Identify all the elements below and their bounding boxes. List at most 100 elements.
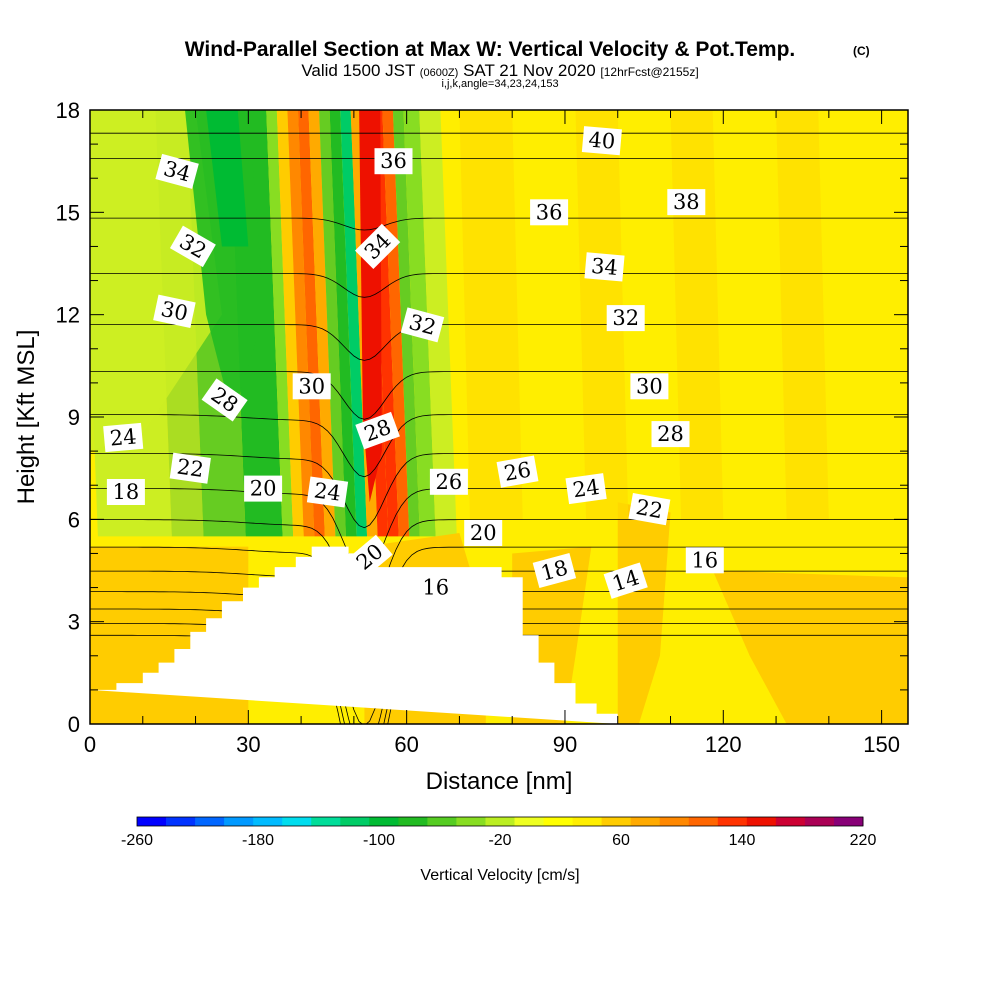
contour-label-bg xyxy=(603,562,648,599)
colorbar-swatch xyxy=(311,817,341,826)
colorbar-tick-label: -100 xyxy=(363,832,395,849)
contour-label: 40 xyxy=(581,126,622,156)
contour-label-bg xyxy=(153,294,196,328)
contour-label: 32 xyxy=(400,307,445,343)
contour-label: 22 xyxy=(628,492,671,526)
x-tick-label: 0 xyxy=(84,732,96,757)
contour-label-bg xyxy=(169,225,216,268)
x-axis: 0 30 60 90 120 150 xyxy=(84,110,900,757)
contour-label-text: 22 xyxy=(175,454,205,481)
contour-label: 16 xyxy=(416,574,455,601)
contour-label-bg xyxy=(169,452,211,484)
contour-label-bg xyxy=(628,492,671,526)
contour-label-bg xyxy=(416,574,455,601)
colorbar-tick-label: 140 xyxy=(729,832,756,849)
colorbar-swatch xyxy=(195,817,225,826)
contour-label-text: 24 xyxy=(571,475,601,502)
contour-label-bg xyxy=(496,455,539,488)
downdraft-core xyxy=(206,110,249,247)
colorbar-swatch xyxy=(630,817,661,826)
velocity-streak xyxy=(575,110,629,520)
contour-label: 30 xyxy=(292,373,331,400)
velocity-sheet xyxy=(90,110,222,452)
terrain xyxy=(90,546,618,724)
contour-label: 24 xyxy=(306,476,349,508)
contour-label: 30 xyxy=(630,373,669,400)
contour-label-text: 20 xyxy=(250,477,277,501)
isentrope-line xyxy=(90,453,908,529)
chart-indices: i,j,k,angle=34,23,24,153 xyxy=(441,78,558,90)
contour-label: 24 xyxy=(103,422,144,453)
contour-label: 34 xyxy=(584,252,625,282)
contour-label-bg xyxy=(464,520,503,546)
contour-label-bg xyxy=(244,475,283,502)
velocity-band xyxy=(319,110,346,537)
colorbar-swatch xyxy=(224,817,254,826)
contour-label-bg xyxy=(201,378,248,422)
velocity-streak xyxy=(459,110,523,520)
chart-title-mark: (C) xyxy=(853,44,870,58)
contour-label-text: 32 xyxy=(612,306,639,330)
contour-label-bg xyxy=(292,373,331,400)
contour-label: 20 xyxy=(244,475,283,502)
colorbar-swatch xyxy=(688,817,719,826)
colorbar-swatch xyxy=(340,817,370,826)
contour-label-text: 34 xyxy=(590,254,619,280)
contour-label-text: 36 xyxy=(536,200,563,224)
contour-label: 34 xyxy=(155,153,199,189)
contour-label-text: 22 xyxy=(634,495,664,523)
velocity-band xyxy=(329,110,357,537)
isentrope-line xyxy=(90,273,908,298)
contour-label-bg xyxy=(355,411,400,450)
colorbar-swatch xyxy=(485,817,515,826)
contour-label-text: 30 xyxy=(159,297,190,326)
contour-label-text: 24 xyxy=(109,424,138,450)
colorbar-frame xyxy=(136,816,864,827)
contour-label-bg xyxy=(584,252,625,282)
contour-label-bg xyxy=(530,199,569,226)
contour-label-bg xyxy=(374,148,413,175)
colorbar-swatch xyxy=(369,817,399,826)
contour-label: 26 xyxy=(496,455,539,488)
contour-label-bg xyxy=(581,126,622,156)
colorbar-label: Vertical Velocity [cm/s] xyxy=(420,867,579,884)
contour-label-bg xyxy=(667,189,706,216)
contour-label-text: 18 xyxy=(113,480,140,504)
contour-label: 18 xyxy=(532,553,577,588)
velocity-band xyxy=(297,110,325,537)
contour-label-bg xyxy=(354,223,401,270)
subtitle-utc: (0600Z) xyxy=(420,67,459,79)
colorbar-tick-label: -260 xyxy=(121,832,153,849)
contour-label-text: 26 xyxy=(502,457,532,485)
colorbar-swatch xyxy=(775,817,806,826)
colorbar-swatch xyxy=(572,817,603,826)
contour-label: 26 xyxy=(429,468,468,495)
y-tick-label: 18 xyxy=(56,98,80,123)
colorbar-swatch xyxy=(659,817,690,826)
colorbar-swatch xyxy=(253,817,283,826)
contour-label-text: 26 xyxy=(436,470,463,494)
colorbar-tick-label: -20 xyxy=(488,832,511,849)
colorbar-swatch xyxy=(834,817,864,826)
subtitle-valid: Valid 1500 JST xyxy=(301,61,415,80)
x-tick-label: 150 xyxy=(863,732,900,757)
isentrope-line xyxy=(90,217,908,231)
colorbar-swatch xyxy=(282,817,312,826)
contour-label-text: 30 xyxy=(636,374,663,398)
contour-label-bg xyxy=(400,307,445,343)
colorbar-tick-label: 60 xyxy=(612,832,630,849)
updraft-core xyxy=(359,110,382,503)
contour-label-bg xyxy=(155,153,199,189)
colorbar-swatch xyxy=(137,817,167,826)
contour-label-bg xyxy=(103,422,144,453)
contour-label-text: 16 xyxy=(422,576,449,600)
velocity-band xyxy=(287,110,315,537)
contour-label-text: 16 xyxy=(691,548,718,572)
contour-label: 30 xyxy=(153,294,196,328)
contour-label-text: 24 xyxy=(313,478,343,505)
x-tick-label: 120 xyxy=(705,732,742,757)
colorbar-swatch xyxy=(456,817,486,826)
contour-label-bg xyxy=(306,476,349,508)
contour-label-bg xyxy=(685,547,724,574)
colorbar-swatch xyxy=(746,817,777,826)
